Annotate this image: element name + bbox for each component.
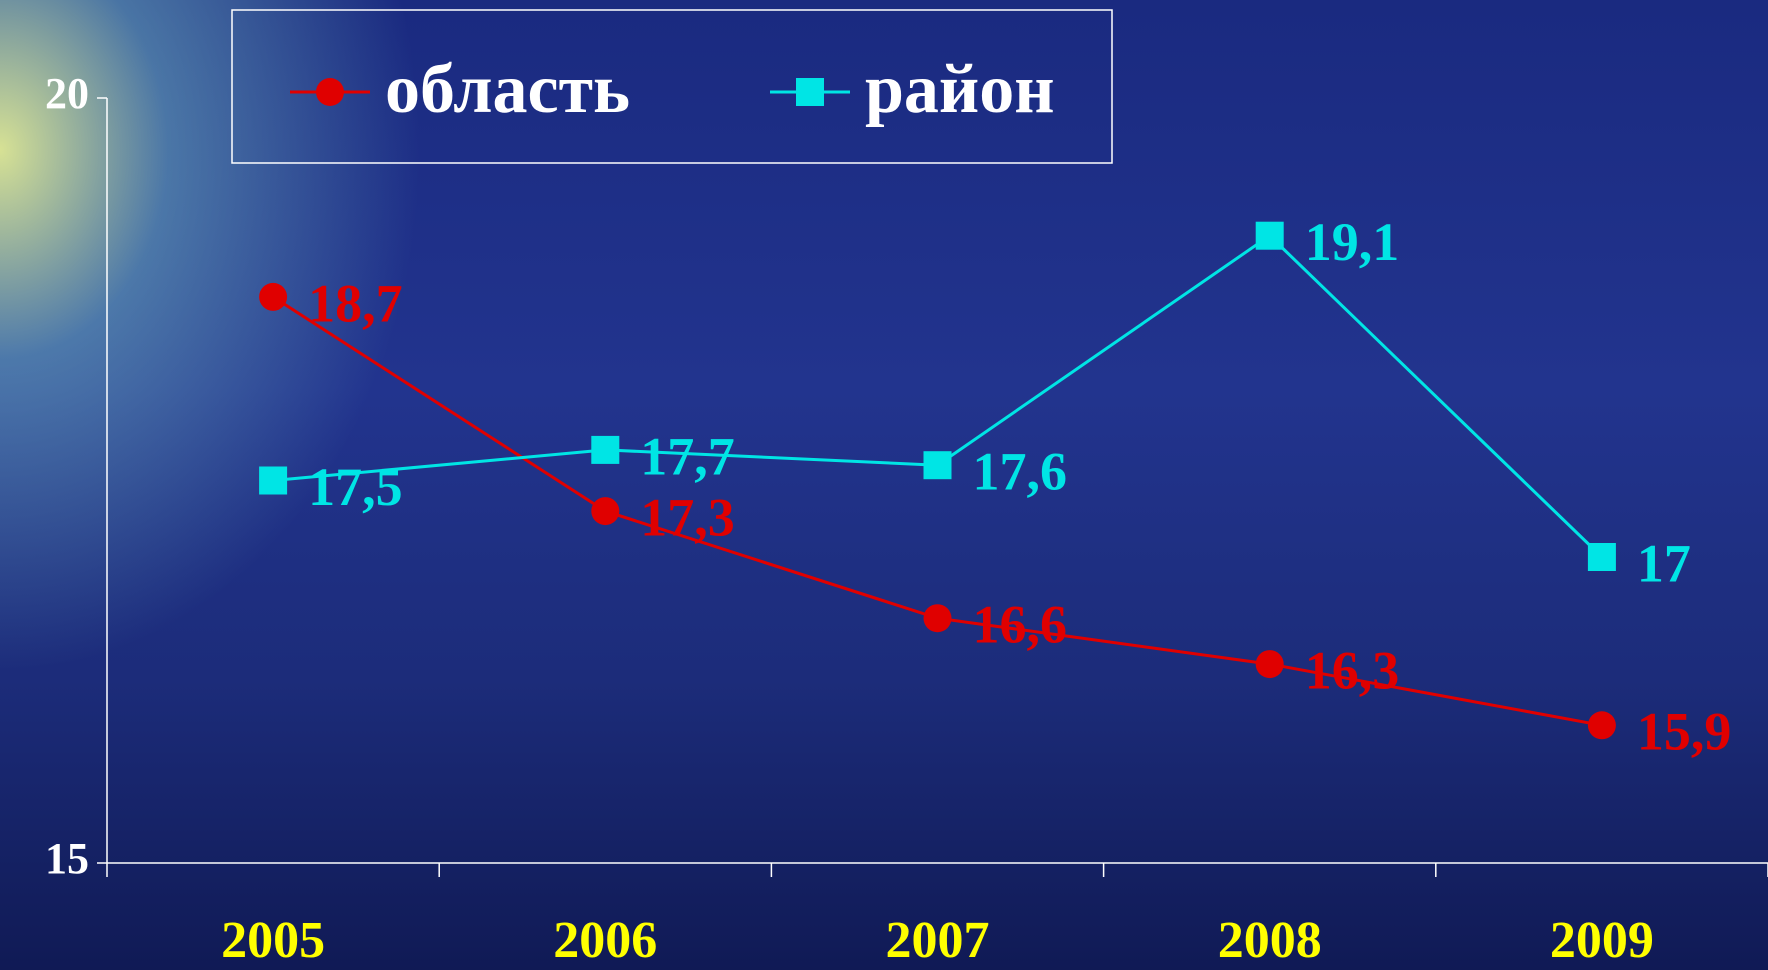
x-tick-label: 2005 <box>221 912 325 969</box>
data-label: 15,9 <box>1637 702 1732 762</box>
series-line <box>273 236 1602 557</box>
x-tick-label: 2006 <box>553 912 657 969</box>
legend-label: область <box>385 51 630 128</box>
legend-label: район <box>865 51 1055 128</box>
point <box>924 451 952 479</box>
data-label: 16,6 <box>973 595 1068 655</box>
data-label: 17,5 <box>308 457 403 517</box>
data-label: 18,7 <box>308 273 403 333</box>
x-tick-label: 2009 <box>1550 912 1654 969</box>
page: 15 20 2005 2006 2007 2008 2009 18,7 17,3 16,6 16,3… <box>0 0 1768 970</box>
point <box>259 283 287 311</box>
data-label: 16,3 <box>1305 640 1400 700</box>
point <box>591 497 619 525</box>
point <box>259 467 287 495</box>
point <box>1256 650 1284 678</box>
x-tick-label: 2008 <box>1218 912 1322 969</box>
y-tick-label: 20 <box>45 69 89 118</box>
y-tick-label: 15 <box>45 834 89 883</box>
point <box>924 604 952 632</box>
point <box>1588 711 1616 739</box>
point <box>1256 222 1284 250</box>
legend-marker <box>316 78 344 106</box>
data-label: 17,6 <box>973 442 1068 502</box>
data-label: 17,7 <box>640 426 735 486</box>
point <box>1588 543 1616 571</box>
data-label: 17 <box>1637 533 1691 593</box>
x-tick-label: 2007 <box>886 912 990 969</box>
data-label: 19,1 <box>1305 212 1400 272</box>
legend-marker <box>796 78 824 106</box>
point <box>591 436 619 464</box>
chart: 15 20 2005 2006 2007 2008 2009 18,7 17,3 16,6 16,3… <box>0 0 1768 970</box>
data-label: 17,3 <box>640 487 735 547</box>
series-line <box>273 297 1602 725</box>
